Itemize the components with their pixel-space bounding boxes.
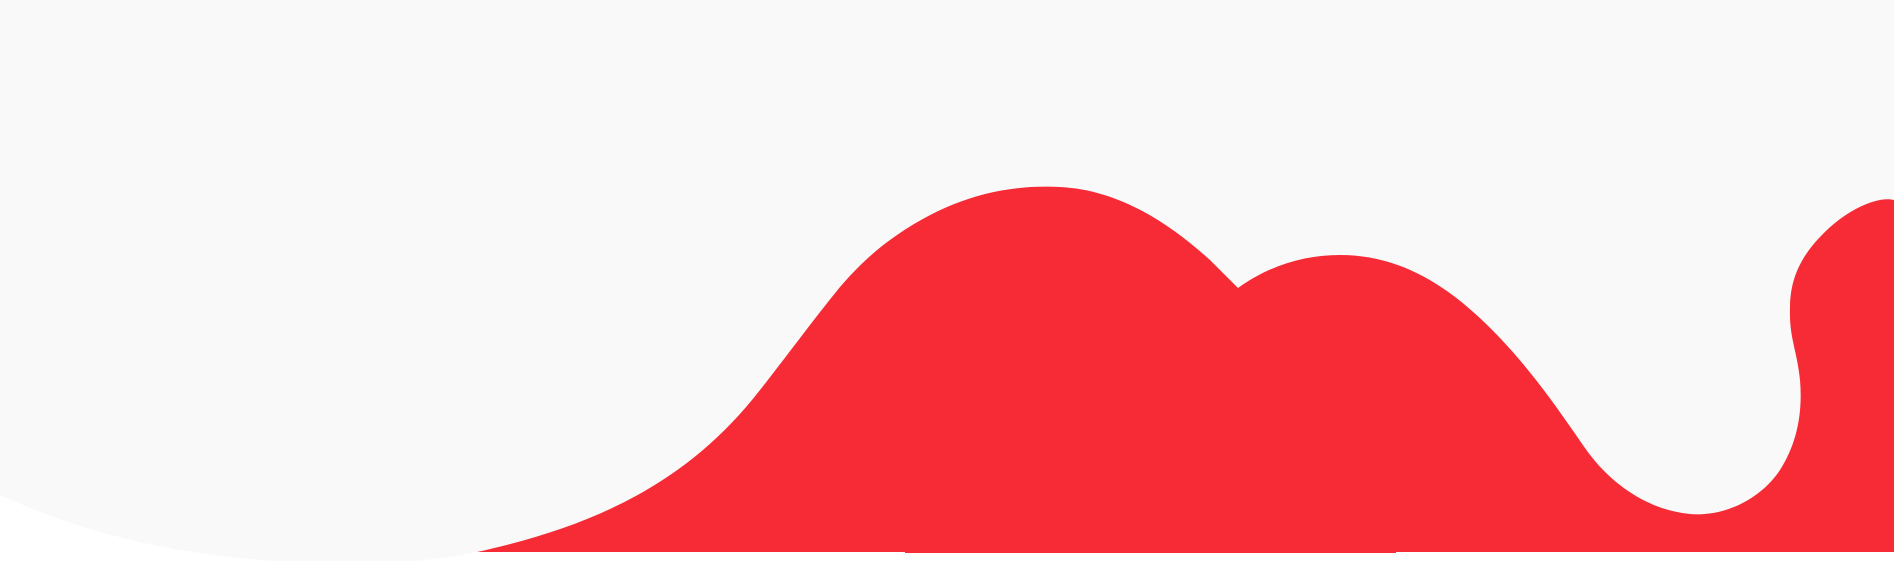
red-wave-shape xyxy=(477,186,1894,553)
